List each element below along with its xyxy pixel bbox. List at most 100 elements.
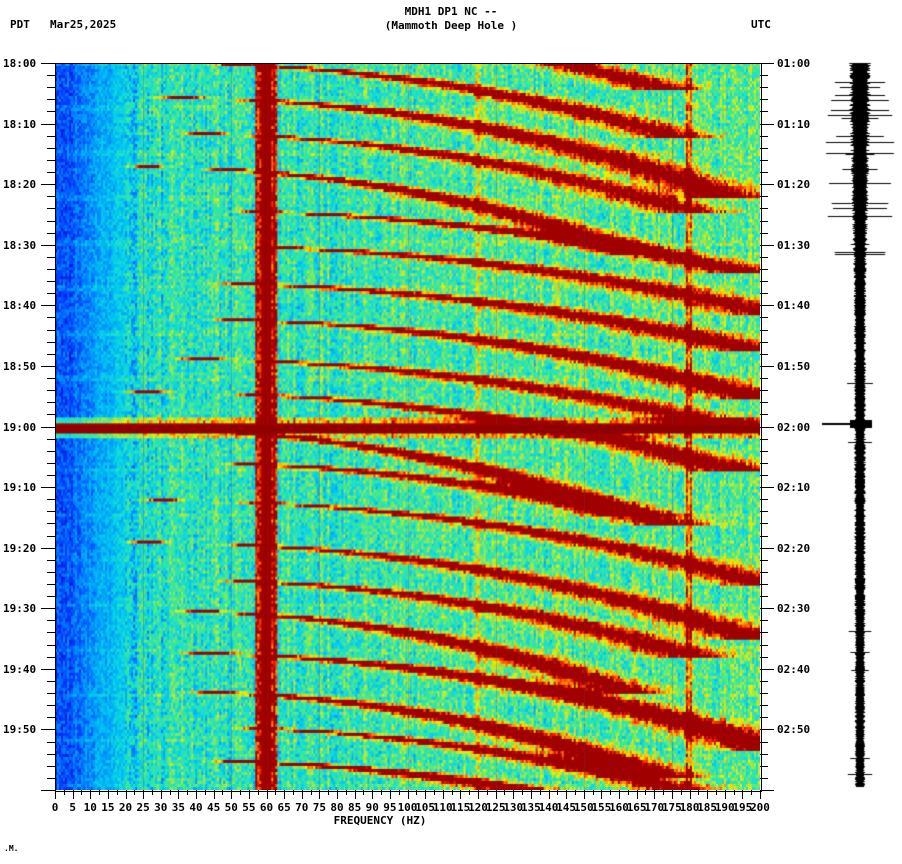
freq-tick-minor [399, 790, 400, 795]
time-tick-major-left [41, 790, 55, 791]
freq-tick-major [231, 790, 232, 799]
freq-label: 120 [468, 801, 488, 814]
time-tick-minor-left [47, 378, 55, 379]
freq-label: 75 [312, 801, 326, 814]
freq-tick-minor [452, 790, 453, 795]
time-tick-minor-right [760, 378, 768, 379]
time-tick-minor-left [47, 705, 55, 706]
freq-tick-major [584, 790, 585, 799]
time-tick-minor-right [760, 596, 768, 597]
time-tick-minor-right [760, 330, 768, 331]
freq-tick-minor [751, 790, 752, 795]
freq-label: 130 [503, 801, 524, 814]
time-label-utc: 02:30 [777, 602, 811, 616]
time-tick-major-right [760, 63, 774, 64]
time-tick-minor-right [760, 742, 768, 743]
time-tick-minor-left [47, 317, 55, 318]
time-tick-major-right [760, 184, 774, 185]
time-label-pdt: 18:30 [3, 238, 37, 252]
time-tick-minor-right [760, 196, 768, 197]
time-tick-major-right [760, 245, 774, 246]
freq-label: 195 [732, 801, 753, 814]
time-tick-minor-left [47, 148, 55, 149]
freq-tick-minor [99, 790, 100, 795]
freq-tick-major [672, 790, 673, 799]
time-tick-minor-left [47, 330, 55, 331]
time-tick-minor-left [47, 342, 55, 343]
time-tick-minor-right [760, 451, 768, 452]
freq-tick-minor [504, 790, 505, 795]
freq-tick-major [390, 790, 391, 799]
freq-tick-major [425, 790, 426, 799]
seismogram-trace [820, 60, 902, 793]
freq-tick-minor [346, 790, 347, 795]
freq-tick-minor [434, 790, 435, 795]
timezone-label-right: UTC [751, 18, 771, 31]
time-tick-minor-right [760, 281, 768, 282]
time-tick-minor-right [760, 754, 768, 755]
time-tick-minor-right [760, 172, 768, 173]
time-tick-minor-left [47, 620, 55, 621]
freq-tick-minor [187, 790, 188, 795]
time-tick-minor-right [760, 111, 768, 112]
freq-tick-minor [170, 790, 171, 795]
time-tick-minor-left [47, 657, 55, 658]
freq-tick-major [73, 790, 74, 799]
time-tick-major-right [760, 124, 774, 125]
freq-tick-major [760, 790, 761, 799]
time-label-pdt: 18:40 [3, 299, 37, 313]
time-tick-minor-left [47, 463, 55, 464]
time-tick-minor-left [47, 208, 55, 209]
time-tick-minor-left [47, 233, 55, 234]
freq-label: 145 [556, 801, 577, 814]
time-tick-major-right [760, 548, 774, 549]
freq-label: 60 [259, 801, 274, 814]
time-label-utc: 02:10 [777, 481, 811, 495]
time-tick-minor-left [47, 511, 55, 512]
freq-tick-minor [117, 790, 118, 795]
freq-label: 90 [365, 801, 379, 814]
freq-label: 15 [101, 801, 115, 814]
freq-tick-major [725, 790, 726, 799]
time-label-pdt: 18:10 [3, 117, 37, 131]
time-tick-major-left [41, 608, 55, 609]
time-tick-minor-left [47, 681, 55, 682]
time-tick-major-right [760, 427, 774, 428]
time-tick-major-left [41, 487, 55, 488]
freq-tick-minor [487, 790, 488, 795]
time-tick-minor-left [47, 742, 55, 743]
time-tick-minor-left [47, 221, 55, 222]
time-tick-minor-right [760, 620, 768, 621]
freq-tick-major [513, 790, 514, 799]
time-tick-minor-left [47, 451, 55, 452]
freq-label: 150 [573, 801, 594, 814]
freq-tick-minor [557, 790, 558, 795]
freq-tick-minor [81, 790, 82, 795]
spectrogram-plot[interactable] [55, 63, 760, 790]
time-tick-minor-left [47, 111, 55, 112]
time-tick-minor-right [760, 717, 768, 718]
freq-label: 85 [348, 801, 362, 814]
freq-tick-minor [222, 790, 223, 795]
freq-tick-major [478, 790, 479, 799]
time-tick-minor-left [47, 560, 55, 561]
time-label-pdt: 18:50 [3, 359, 37, 373]
time-tick-minor-left [47, 475, 55, 476]
freq-label: 0 [51, 801, 59, 814]
freq-tick-minor [240, 790, 241, 795]
time-tick-major-right [760, 790, 774, 791]
time-label-utc: 02:40 [777, 662, 811, 676]
corner-mark: .M. [4, 844, 19, 853]
time-tick-minor-right [760, 766, 768, 767]
time-tick-minor-left [47, 632, 55, 633]
time-label-pdt: 19:30 [3, 602, 37, 616]
freq-tick-major [196, 790, 197, 799]
time-tick-minor-right [760, 778, 768, 779]
time-label-utc: 01:00 [777, 57, 811, 70]
time-tick-minor-right [760, 499, 768, 500]
freq-tick-minor [64, 790, 65, 795]
time-tick-minor-left [47, 87, 55, 88]
freq-tick-major [355, 790, 356, 799]
frequency-axis-title: FREQUENCY (HZ) [333, 814, 427, 827]
freq-tick-major [214, 790, 215, 799]
